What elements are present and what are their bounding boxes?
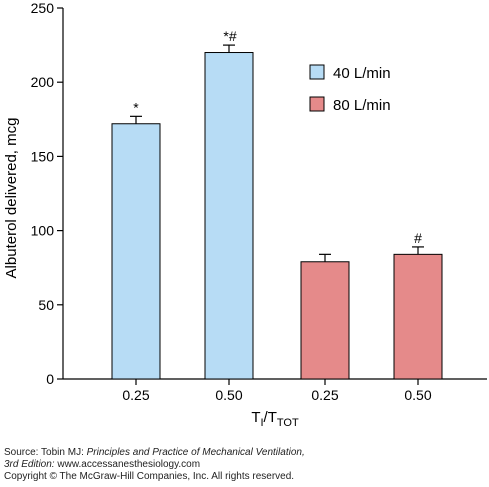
x-tick-label: 0.25: [311, 387, 338, 403]
y-tick-label: 0: [46, 371, 54, 387]
copyright-line: Copyright © The McGraw-Hill Companies, I…: [4, 471, 295, 482]
source-edition: 3rd Edition:: [4, 459, 55, 470]
x-tick-label: 0.50: [404, 387, 431, 403]
y-tick-label: 200: [31, 74, 55, 90]
x-axis-label-main: T: [251, 409, 260, 426]
x-axis-label-mid: /T: [264, 409, 277, 426]
source-line-2: 3rd Edition: www.accessanesthesiology.co…: [4, 459, 484, 471]
source-title: Principles and Practice of Mechanical Ve…: [86, 447, 305, 458]
x-axis-label: TI/TTOT: [251, 409, 299, 429]
x-axis-label-sub1: I: [260, 417, 263, 429]
y-tick-label: 250: [31, 0, 55, 16]
legend-label: 80 L/min: [333, 97, 391, 114]
significance-marker: *#: [223, 28, 236, 44]
y-tick-label: 100: [31, 223, 55, 239]
significance-marker: #: [414, 230, 422, 246]
x-axis-label-sub2: TOT: [277, 417, 299, 429]
bar: [393, 253, 443, 380]
bars: 0.25 * 0.50 *# 0.25 0.50 #: [111, 28, 443, 403]
y-tick-label: 50: [38, 297, 54, 313]
bar: [204, 52, 254, 380]
significance-marker: *: [133, 99, 139, 115]
y-axis-label: Albuterol delivered, mcg: [3, 118, 20, 279]
x-tick-label: 0.50: [215, 387, 242, 403]
bar-chart: 0 50 100 150 200 250 0.25 * 0.50 *# 0.25 0.50 # 40 …: [3, 0, 487, 429]
source-url: www.accessanesthesiology.com: [54, 459, 201, 470]
source-line-1: Source: Tobin MJ: Principles and Practic…: [4, 447, 484, 459]
x-tick-label: 0.25: [122, 387, 149, 403]
legend-swatch: [309, 64, 325, 80]
legend-label: 40 L/min: [333, 65, 391, 82]
source-prefix: Source: Tobin MJ:: [4, 447, 87, 458]
legend: 40 L/min 80 L/min: [309, 64, 391, 114]
bar: [111, 123, 161, 380]
y-tick-label: 150: [31, 148, 55, 164]
bar: [300, 261, 350, 380]
legend-swatch: [309, 96, 325, 112]
source-citation: Source: Tobin MJ: Principles and Practic…: [4, 447, 484, 483]
